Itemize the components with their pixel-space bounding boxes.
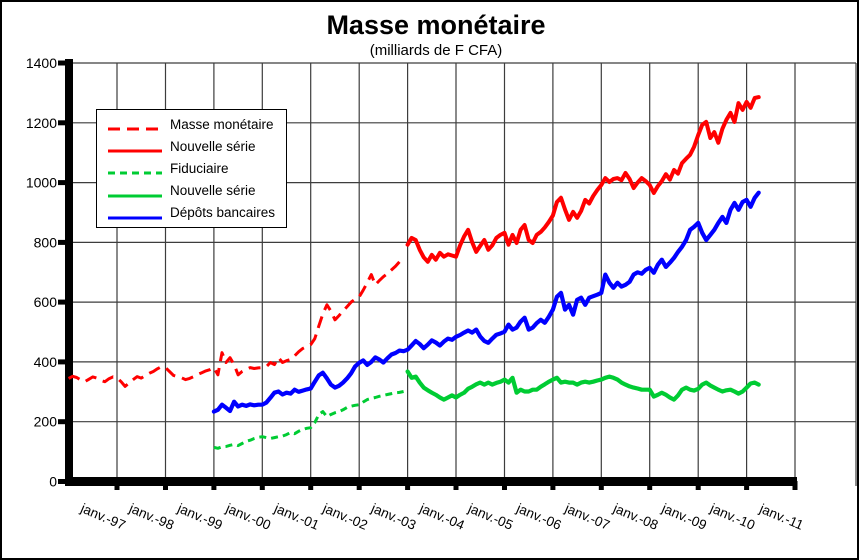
- y-axis-tick-label: 200: [34, 414, 58, 430]
- legend-item: Nouvelle série: [107, 181, 282, 201]
- y-axis-tick-label: 1400: [26, 55, 57, 71]
- x-axis-tick-label: janv.-05: [465, 500, 515, 533]
- legend-label: Nouvelle série: [170, 183, 256, 199]
- y-axis-tick-label: 1200: [26, 115, 57, 131]
- x-axis-tick-label: janv.-04: [417, 500, 468, 533]
- y-axis-tick-label: 0: [49, 474, 57, 490]
- x-axis-tick-label: janv.-02: [320, 500, 370, 533]
- legend: Masse monétaire Nouvelle série Fiduciair…: [96, 109, 287, 228]
- x-axis-tick-label: janv.-09: [659, 500, 709, 533]
- y-axis-tick-label: 400: [34, 354, 58, 370]
- legend-label: Fiduciaire: [170, 160, 229, 176]
- x-axis-tick-label: janv.-97: [78, 500, 128, 533]
- y-axis-tick-label: 1000: [26, 175, 57, 191]
- series-line: [213, 390, 404, 450]
- x-axis-tick-label: janv.-98: [126, 500, 176, 533]
- y-axis-tick-label: 800: [34, 234, 58, 250]
- x-axis-tick-label: janv.-08: [610, 500, 660, 533]
- x-axis-tick-label: janv.-00: [223, 500, 273, 533]
- legend-item: Fiduciaire: [107, 158, 282, 178]
- x-axis-tick-label: janv.-01: [271, 500, 321, 533]
- legend-line-sample-depots-bancaires: [107, 209, 163, 220]
- x-axis-tick-label: janv.-99: [175, 500, 225, 533]
- y-axis-tick-label: 600: [34, 294, 58, 310]
- series-line: [211, 190, 761, 414]
- x-axis-tick-label: janv.-10: [707, 500, 757, 533]
- legend-item: Masse monétaire: [107, 114, 282, 134]
- legend-line-sample-nouvelle-serie-fiduciaire: [107, 187, 163, 198]
- series-line: [405, 369, 761, 402]
- legend-line-sample-nouvelle-serie-m2: [107, 142, 163, 153]
- x-axis-tick-label: janv.-07: [562, 500, 612, 533]
- legend-item: Dépôts bancaires: [107, 203, 282, 223]
- chart-subtitle: (milliards de F CFA): [369, 42, 503, 59]
- x-axis-tick-label: janv.-03: [368, 500, 418, 533]
- legend-item: Nouvelle série: [107, 136, 282, 156]
- series-line: [405, 95, 761, 264]
- legend-label: Nouvelle série: [170, 138, 256, 154]
- legend-line-sample-masse-monetaire: [107, 120, 163, 131]
- x-axis-tick-label: janv.-11: [757, 501, 806, 533]
- x-axis-tick-label: janv.-06: [514, 500, 564, 533]
- legend-label: Dépôts bancaires: [170, 205, 276, 221]
- chart-title: Masse monétaire: [326, 10, 546, 40]
- series-line: [67, 256, 405, 388]
- legend-line-sample-fiduciaire: [107, 164, 163, 175]
- legend-label: Masse monétaire: [170, 116, 274, 132]
